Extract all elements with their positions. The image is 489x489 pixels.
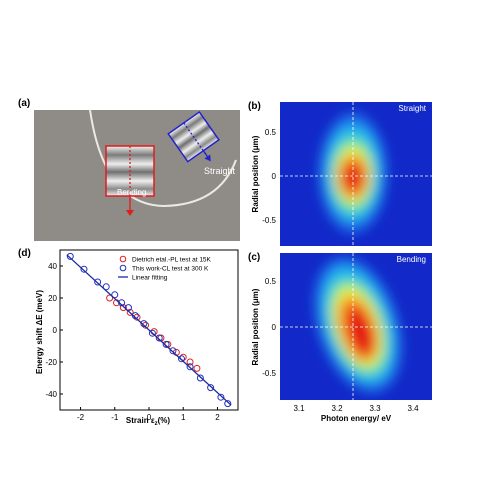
legend-circle-icon bbox=[119, 255, 127, 263]
point-this-work bbox=[94, 278, 102, 286]
heatmap-c-yticks: 0.5 0 -0.5 bbox=[262, 277, 276, 378]
heatmap-c-xticks: 3.1 3.2 3.3 3.4 bbox=[293, 404, 419, 413]
ytick-label: 0 bbox=[53, 326, 58, 335]
fit-line bbox=[66, 254, 232, 406]
point-dietrich bbox=[106, 294, 114, 302]
xtick-label: 3.1 bbox=[293, 404, 305, 413]
ytick-label: -40 bbox=[45, 390, 57, 399]
heatmap-b-ylabel: Radial position (μm) bbox=[251, 135, 260, 212]
xlabel-sub: z bbox=[155, 421, 158, 427]
scatter-series bbox=[66, 252, 232, 408]
heatmap-c-xlabel: Photon energy/ eV bbox=[321, 414, 392, 423]
ytick-label: 0 bbox=[272, 323, 277, 332]
legend-label: Dietrich etal.-PL test at 15K bbox=[132, 257, 212, 264]
xtick-label: 3.3 bbox=[369, 404, 381, 413]
panel-label-b: (b) bbox=[248, 101, 261, 112]
ytick-label: 0.5 bbox=[265, 128, 277, 137]
point-dietrich bbox=[186, 358, 194, 366]
point-dietrich bbox=[179, 353, 187, 361]
ytick-label: 40 bbox=[48, 262, 57, 271]
point-this-work bbox=[178, 355, 186, 363]
point-this-work bbox=[224, 400, 232, 408]
wire-arc bbox=[89, 110, 237, 208]
xtick-label: 0 bbox=[147, 413, 152, 422]
heatmap-c-tag: Bending bbox=[397, 255, 426, 264]
heatmap-b-yticks: 0.5 0 -0.5 bbox=[262, 128, 276, 225]
ytick-label: 0 bbox=[272, 172, 277, 181]
legend-circle-icon bbox=[119, 264, 127, 272]
point-this-work bbox=[169, 347, 177, 355]
ytick-label: 0.5 bbox=[265, 277, 277, 286]
panel-b-heatmap: Straight Radial position (μm) 0.5 0 -0.5 bbox=[251, 102, 432, 246]
panel-label-c: (c) bbox=[248, 252, 261, 263]
panel-label-a: (a) bbox=[18, 98, 31, 109]
point-this-work bbox=[196, 374, 204, 382]
point-this-work bbox=[207, 384, 215, 392]
point-this-work bbox=[66, 252, 74, 260]
legend-label: Linear fitting bbox=[132, 275, 168, 282]
panel-label-d: (d) bbox=[18, 248, 31, 259]
scatter-legend: Dietrich etal.-PL test at 15K This work-C… bbox=[118, 255, 212, 282]
xtick-label: 3.2 bbox=[331, 404, 343, 413]
xlabel-unit: (%) bbox=[158, 416, 171, 425]
point-this-work bbox=[162, 340, 170, 348]
ytick-label: -0.5 bbox=[262, 369, 276, 378]
straight-inset bbox=[167, 110, 220, 163]
label-straight: Straight bbox=[204, 166, 236, 176]
panel-d-scatter: -40 -20 0 20 40 -2 -1 0 1 2 Dietrich etal.-PL te… bbox=[35, 249, 239, 427]
point-this-work bbox=[148, 329, 156, 337]
point-dietrich bbox=[193, 364, 201, 372]
xtick-label: 2 bbox=[215, 413, 220, 422]
panel-c-heatmap: Bending Radial position (μm) 0.5 0 -0.5 … bbox=[251, 253, 432, 423]
xtick-label: -2 bbox=[77, 413, 85, 422]
scatter-ylabel: Energy shift ΔE (meV) bbox=[35, 290, 44, 374]
ytick-label: -20 bbox=[45, 358, 57, 367]
point-dietrich bbox=[119, 304, 127, 312]
heatmap-b-tag: Straight bbox=[398, 104, 426, 113]
point-this-work bbox=[140, 320, 148, 328]
straight-arrow-icon bbox=[204, 154, 211, 162]
point-dietrich bbox=[142, 321, 150, 329]
point-this-work bbox=[80, 265, 88, 273]
xtick-label: 3.4 bbox=[407, 404, 419, 413]
panel-a-photo: Straight Bending bbox=[34, 110, 240, 241]
bending-arrow-icon bbox=[126, 210, 134, 216]
scatter-xlabel: Strain εz(%) bbox=[126, 416, 170, 427]
xtick-label: 1 bbox=[181, 413, 186, 422]
point-dietrich bbox=[133, 313, 141, 321]
bending-inset bbox=[105, 145, 155, 216]
ytick-label: -0.5 bbox=[262, 216, 276, 225]
point-this-work bbox=[217, 393, 225, 401]
scatter-xticks: -2 -1 0 1 2 bbox=[77, 407, 220, 422]
heatmap-c-ylabel: Radial position (μm) bbox=[251, 288, 260, 365]
ytick-label: 20 bbox=[48, 294, 57, 303]
point-this-work bbox=[155, 334, 163, 342]
xlabel-main: Strain ε bbox=[126, 416, 155, 425]
point-dietrich bbox=[126, 308, 134, 316]
point-dietrich bbox=[150, 328, 158, 336]
point-this-work bbox=[102, 283, 110, 291]
point-this-work bbox=[186, 363, 194, 371]
scatter-yticks: -40 -20 0 20 40 bbox=[45, 262, 63, 399]
legend-label: This work-CL test at 300 K bbox=[132, 266, 209, 273]
xtick-label: -1 bbox=[111, 413, 119, 422]
label-bending: Bending bbox=[117, 188, 146, 197]
